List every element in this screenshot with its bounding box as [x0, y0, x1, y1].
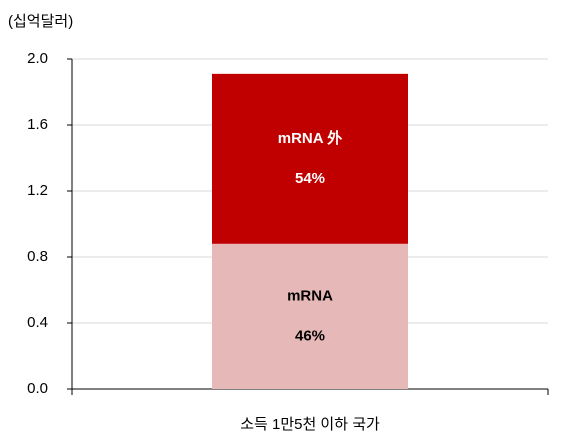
y-tick-label: 0.0 — [27, 380, 48, 397]
y-tick-label: 2.0 — [27, 50, 48, 67]
bar-segment — [212, 243, 408, 389]
y-axis-label: (십억달러) — [8, 13, 73, 30]
x-tick-label: 소득 1만5천 이하 국가 — [240, 416, 380, 433]
segment-share: 54% — [295, 170, 325, 187]
segment-share: 46% — [295, 327, 325, 344]
y-tick-label: 0.8 — [27, 248, 48, 265]
segment-name: mRNA — [287, 287, 333, 304]
y-tick-label: 1.2 — [27, 182, 48, 199]
segment-name: mRNA 外 — [278, 129, 342, 147]
bar-segment — [212, 73, 408, 244]
y-tick-label: 1.6 — [27, 116, 48, 133]
y-tick-label: 0.4 — [27, 314, 48, 331]
